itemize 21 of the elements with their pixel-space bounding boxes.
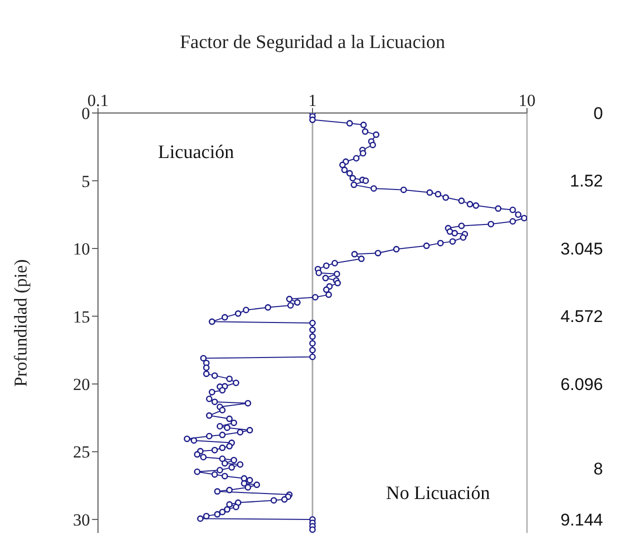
annotation: Licuación <box>157 142 235 164</box>
y-tick-label: 15 <box>73 307 90 326</box>
y-tick-label: 0 <box>82 104 90 124</box>
y-axis-title: Profundidad (pie) <box>10 259 30 387</box>
y2-tick-label: 6.096 <box>560 374 603 394</box>
y-tick-label: 5 <box>82 172 90 191</box>
x-tick-label: 1 <box>308 91 317 110</box>
y2-tick-label: 4.572 <box>560 307 603 326</box>
y2-tick-label: 0 <box>594 104 603 124</box>
y-tick-label: 20 <box>73 375 90 394</box>
y2-tick-label: 3.045 <box>560 239 603 258</box>
x-tick-label: 10 <box>518 91 536 110</box>
y2-tick-label: 8 <box>594 460 603 479</box>
x-tick-label: 0.1 <box>87 91 109 110</box>
y2-tick-label: 1.52 <box>570 172 603 191</box>
x-axis-title: Factor de Seguridad a la Licuacion <box>178 32 446 54</box>
y-tick-label: 30 <box>73 510 90 530</box>
y2-tick-label: 9.144 <box>560 510 603 530</box>
y-tick-label: 25 <box>73 442 90 462</box>
annotation: No Licuación <box>385 483 491 505</box>
y-tick-label: 10 <box>73 240 90 259</box>
